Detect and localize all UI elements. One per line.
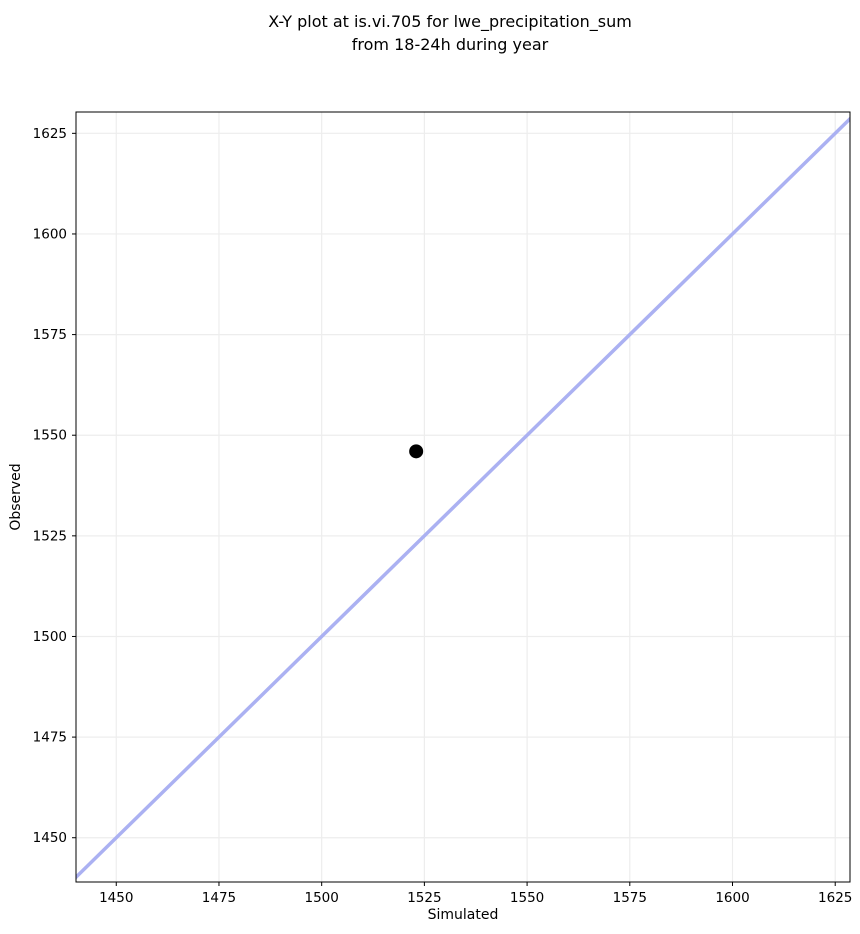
x-tick-label: 1500 [304,890,338,906]
x-tick-label: 1600 [715,890,749,906]
observed-vs-simulated-point [409,444,424,459]
chart-title: X-Y plot at is.vi.705 for lwe_precipitat… [268,12,632,55]
x-tick-label: 1550 [510,890,544,906]
y-tick-label: 1500 [33,629,67,645]
y-tick-label: 1600 [33,226,67,242]
y-axis-label: Observed [8,463,24,531]
x-tick-label: 1525 [407,890,441,906]
x-tick-label: 1475 [202,890,236,906]
y-tick-label: 1475 [33,730,67,746]
plot-spines [75,111,851,883]
y-tick-label: 1575 [33,327,67,343]
y-tick-label: 1525 [33,528,67,544]
x-tick-label: 1450 [99,890,133,906]
x-tick-label: 1625 [818,890,852,906]
one-to-one-line [76,116,850,880]
x-axis-label: Simulated [427,907,499,923]
y-tick-label: 1550 [33,428,67,444]
x-tick-label: 1575 [613,890,647,906]
y-tick-label: 1625 [33,126,67,142]
y-tick-label: 1450 [33,830,67,846]
